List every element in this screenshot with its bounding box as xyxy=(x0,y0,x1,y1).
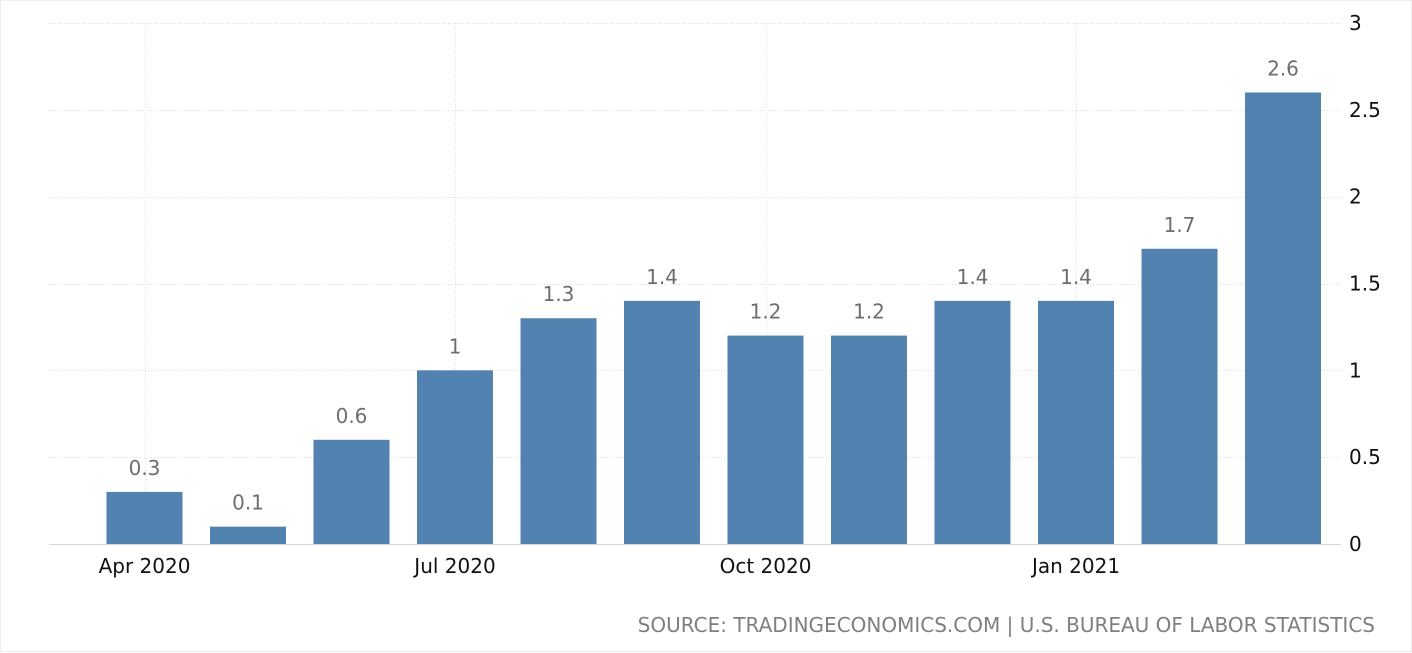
data-label: 1.4 xyxy=(646,265,678,289)
data-label: 1.4 xyxy=(1060,265,1092,289)
data-label: 0.1 xyxy=(232,491,264,515)
bar xyxy=(727,335,804,544)
data-label: 2.6 xyxy=(1267,56,1299,80)
bar xyxy=(417,370,493,544)
x-tick-label: Jan 2021 xyxy=(1030,554,1120,578)
data-label: 1.2 xyxy=(750,300,782,324)
bar xyxy=(934,300,1011,544)
data-label: 1.7 xyxy=(1164,213,1196,237)
bar xyxy=(1038,300,1114,544)
y-tick-label: 0.5 xyxy=(1349,445,1381,469)
y-tick-label: 0 xyxy=(1349,532,1362,556)
data-label: 1.4 xyxy=(957,265,989,289)
y-tick-label: 1.5 xyxy=(1349,272,1381,296)
data-label-layer: 0.3 0.1 0.6 1 1.3 1.4 1.2 1.2 1.4 1.4 1.7 2.6 xyxy=(129,56,1299,514)
x-tick-label: Jul 2020 xyxy=(412,554,495,578)
bar-layer xyxy=(106,92,1321,544)
source-note: SOURCE: TRADINGECONOMICS.COM | U.S. BURE… xyxy=(637,613,1375,637)
y-tick-label: 3 xyxy=(1349,11,1362,35)
data-label: 0.3 xyxy=(129,456,161,480)
bar xyxy=(520,318,597,544)
bar xyxy=(1141,248,1218,544)
data-label: 0.6 xyxy=(336,404,368,428)
bar xyxy=(831,335,907,544)
bar xyxy=(106,491,183,544)
bar xyxy=(1245,92,1321,544)
data-label: 1.2 xyxy=(853,300,885,324)
bar xyxy=(210,526,286,544)
y-tick-label: 1 xyxy=(1349,358,1362,382)
x-tick-label: Oct 2020 xyxy=(720,554,812,578)
bar xyxy=(313,439,390,544)
data-label: 1.3 xyxy=(543,282,575,306)
bar xyxy=(624,300,700,544)
y-tick-label: 2.5 xyxy=(1349,98,1381,122)
y-axis: 0 0.5 1 1.5 2 2.5 3 xyxy=(1349,11,1381,556)
y-tick-label: 2 xyxy=(1349,185,1362,209)
data-label: 1 xyxy=(449,334,462,358)
x-axis: Apr 2020 Jul 2020 Oct 2020 Jan 2021 xyxy=(99,554,1120,578)
x-tick-label: Apr 2020 xyxy=(99,554,191,578)
